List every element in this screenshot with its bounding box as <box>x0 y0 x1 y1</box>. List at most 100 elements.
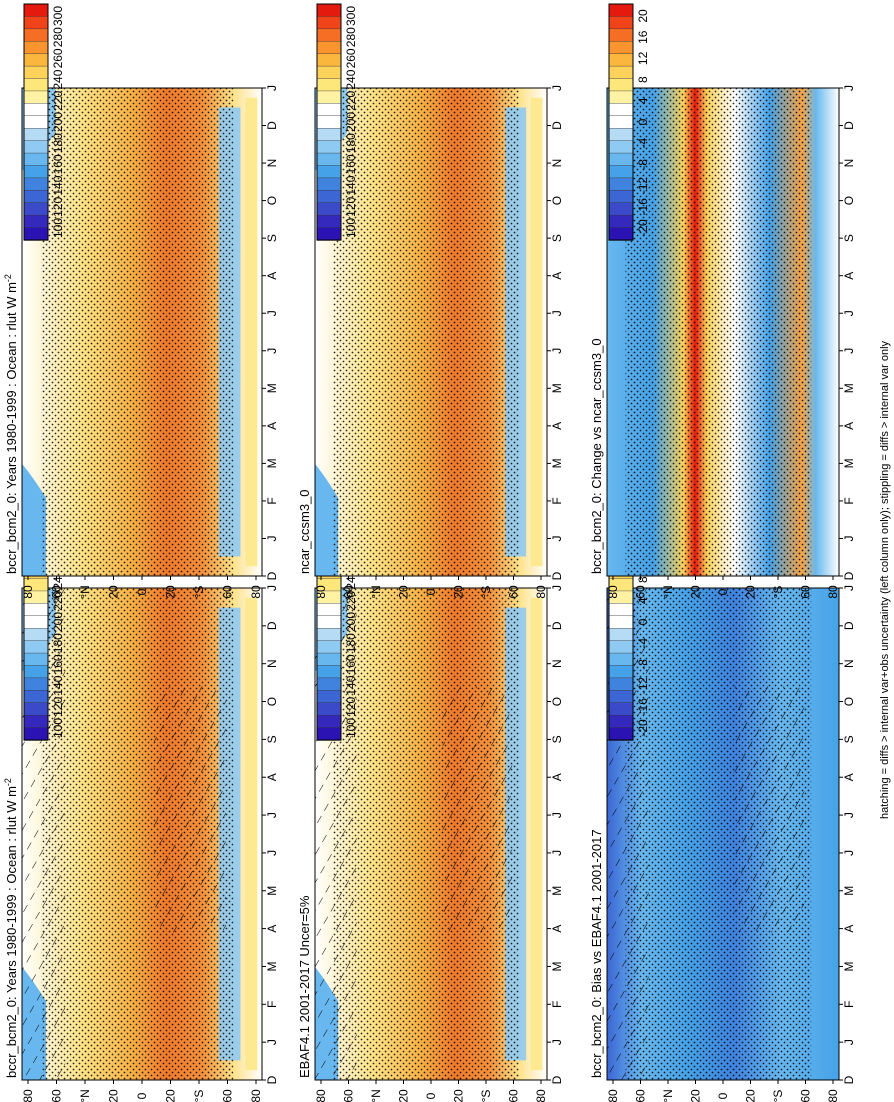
lat-tick-label: 60 <box>221 1089 235 1102</box>
antarctic-band <box>245 97 258 567</box>
month-tick-label: J <box>842 1039 856 1045</box>
colorbar-label: 180 <box>51 633 65 653</box>
lat-tick-label: 20 <box>164 1089 178 1102</box>
colorbar-swatch <box>23 727 49 741</box>
month-tick-label: J <box>265 1039 279 1045</box>
colorbar-swatch <box>23 227 49 241</box>
colorbar-swatch <box>608 702 634 716</box>
lat-tick-label: 0 <box>424 1092 438 1099</box>
colorbar-swatch <box>316 214 342 229</box>
lat-tick-label: 60 <box>507 585 521 599</box>
lat-tick-label: 60 <box>50 1089 64 1102</box>
hatching <box>734 686 805 933</box>
panel-title: ncar_ccsm3_0 <box>297 489 312 574</box>
month-tick-label: A <box>265 272 279 280</box>
colorbar-swatch <box>23 152 49 167</box>
colorbar-swatch <box>23 628 49 642</box>
colorbar-swatch <box>608 140 634 154</box>
colorbar-swatch <box>316 65 342 80</box>
month-tick-label: N <box>550 159 564 168</box>
lat-tick-label: °S <box>771 1090 785 1102</box>
month-tick-label: A <box>842 925 856 933</box>
lat-tick-label: 0 <box>135 1092 149 1099</box>
month-tick-label: J <box>842 812 856 818</box>
lat-tick-label: 60 <box>342 585 356 599</box>
colorbar-label: 100 <box>51 218 65 238</box>
month-tick-label: M <box>842 458 856 468</box>
month-tick-label: A <box>265 422 279 430</box>
colorbar-label: 260 <box>344 48 358 68</box>
lat-tick-label: 0 <box>716 588 730 595</box>
colorbar-label: 160 <box>344 154 358 174</box>
month-tick-label: D <box>842 621 856 630</box>
lat-tick-label: °N <box>78 585 92 598</box>
lat-tick-label: °N <box>661 585 675 598</box>
colorbar-swatch <box>608 65 634 80</box>
colorbar-swatch <box>316 702 342 716</box>
hatching <box>442 686 513 933</box>
lat-tick-label: 20 <box>689 1089 703 1102</box>
colorbar-swatch <box>316 665 342 679</box>
colorbar-swatch <box>608 190 634 204</box>
lat-tick-label: °N <box>369 585 383 598</box>
lat-tick-label: °S <box>479 1090 493 1102</box>
colorbar-swatch <box>23 190 49 204</box>
colorbar-swatch <box>23 3 49 18</box>
lat-tick-label: 60 <box>799 1089 813 1102</box>
colorbar-swatch <box>316 78 342 92</box>
colorbar-swatch <box>608 677 634 692</box>
month-tick-label: J <box>842 85 856 91</box>
lat-tick-label: 80 <box>249 585 263 599</box>
lat-tick-label: 60 <box>342 1089 356 1102</box>
month-tick-label: J <box>550 1039 564 1045</box>
lat-tick-label: 80 <box>249 1089 263 1102</box>
colorbar-swatch <box>23 165 49 179</box>
colorbar-swatch <box>23 115 49 129</box>
colorbar-swatch <box>608 177 634 192</box>
month-tick-label: M <box>842 886 856 896</box>
month-tick-label: D <box>265 1075 279 1084</box>
colorbar-swatch <box>608 727 634 741</box>
colorbar-swatch <box>608 165 634 179</box>
month-tick-label: J <box>550 310 564 316</box>
colorbar-label: 100 <box>51 718 65 738</box>
lat-tick-label: °N <box>369 1089 383 1102</box>
colorbar-swatch <box>608 202 634 216</box>
colorbar-swatch <box>316 128 342 142</box>
month-tick-label: N <box>265 659 279 668</box>
month-tick-label: J <box>265 812 279 818</box>
hatching <box>154 686 226 933</box>
colorbar-label: -8 <box>636 159 650 170</box>
colorbar-swatch <box>608 652 634 667</box>
lat-tick-label: °S <box>479 586 493 599</box>
month-tick-label: J <box>265 850 279 856</box>
lat-tick-label: 60 <box>50 585 64 599</box>
colorbar-label: 220 <box>344 590 358 610</box>
colorbar-label: 240 <box>51 69 65 89</box>
month-tick-label: M <box>265 886 279 896</box>
colorbar-label: 200 <box>344 612 358 632</box>
month-tick-label: J <box>842 535 856 541</box>
month-tick-label: A <box>550 773 564 781</box>
colorbar-label: 200 <box>51 612 65 632</box>
colorbar-swatch <box>23 177 49 192</box>
colorbar-swatch <box>23 16 49 30</box>
colorbar-swatch <box>608 603 634 617</box>
colorbar-swatch <box>316 90 342 105</box>
lat-tick-label: 60 <box>507 1089 521 1102</box>
colorbar-label: 180 <box>344 133 358 153</box>
colorbar-swatch <box>316 227 342 241</box>
colorbar-swatch <box>23 90 49 105</box>
colorbar-swatch <box>23 128 49 142</box>
colorbar-label: 220 <box>344 90 358 110</box>
lat-tick-label: 20 <box>744 1089 758 1102</box>
colorbar-label: 120 <box>344 696 358 716</box>
month-tick-label: J <box>265 585 279 591</box>
colorbar-label: 220 <box>51 590 65 610</box>
colorbar-swatch <box>608 227 634 241</box>
month-tick-label: J <box>550 348 564 354</box>
month-tick-label: S <box>550 735 564 743</box>
month-tick-label: M <box>265 383 279 393</box>
month-tick-label: O <box>842 697 856 706</box>
lat-tick-label: 60 <box>634 1089 648 1102</box>
